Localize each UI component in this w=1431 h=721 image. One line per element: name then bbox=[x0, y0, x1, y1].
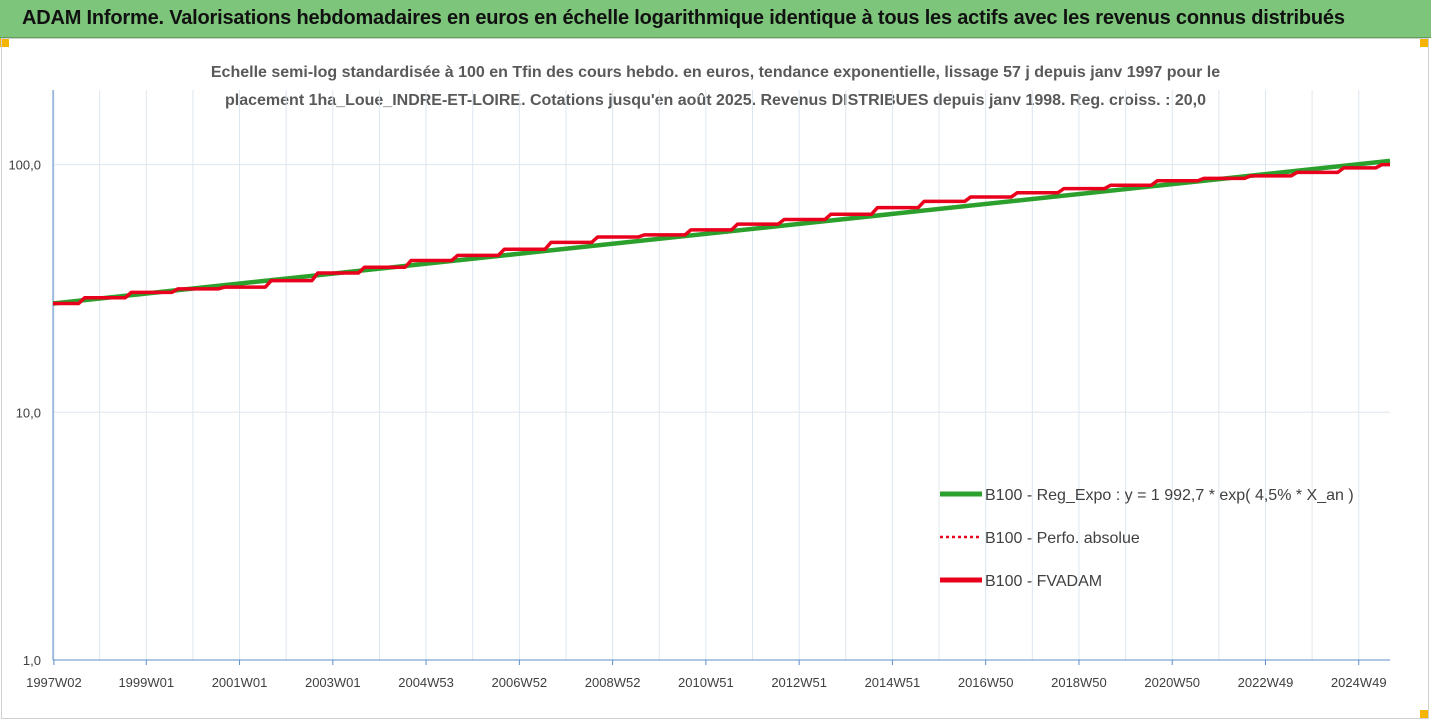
x-tick-label: 2004W53 bbox=[398, 675, 454, 690]
legend-label: B100 - Reg_Expo : y = 1 992,7 * exp( 4,5… bbox=[985, 487, 1354, 504]
x-tick-label: 2010W51 bbox=[678, 675, 734, 690]
x-tick-label: 2018W50 bbox=[1051, 675, 1107, 690]
y-tick-label: 10,0 bbox=[16, 405, 41, 420]
x-tick-label: 2008W52 bbox=[585, 675, 641, 690]
series-line-fvadam bbox=[53, 162, 1390, 306]
resize-handle-bottom-right[interactable] bbox=[1420, 710, 1429, 719]
x-tick-label: 2001W01 bbox=[212, 675, 268, 690]
x-tick-label: 2003W01 bbox=[305, 675, 361, 690]
chart-subtitle: placement 1ha_Loue_INDRE-ET-LOIRE. Cotat… bbox=[225, 92, 1206, 109]
x-tick-label: 1997W02 bbox=[26, 675, 82, 690]
x-tick-label: 2014W51 bbox=[865, 675, 921, 690]
x-tick-label: 2012W51 bbox=[771, 675, 827, 690]
chart-title: Echelle semi-log standardisée à 100 en T… bbox=[210, 64, 1221, 81]
legend-label: B100 - Perfo. absolue bbox=[985, 530, 1140, 547]
legend-label: B100 - FVADAM bbox=[985, 573, 1102, 590]
y-tick-label: 1,0 bbox=[23, 653, 41, 668]
resize-handle-top-left[interactable] bbox=[0, 38, 9, 47]
y-tick-label: 100,0 bbox=[8, 158, 41, 173]
x-tick-label: 1999W01 bbox=[118, 675, 174, 690]
resize-handle-top-right[interactable] bbox=[1420, 38, 1429, 47]
x-tick-label: 2016W50 bbox=[958, 675, 1014, 690]
page-title: ADAM Informe. Valorisations hebdomadaire… bbox=[22, 7, 1345, 29]
x-tick-label: 2006W52 bbox=[492, 675, 548, 690]
header-bar: ADAM Informe. Valorisations hebdomadaire… bbox=[0, 0, 1431, 38]
x-tick-label: 2020W50 bbox=[1144, 675, 1200, 690]
x-tick-label: 2024W49 bbox=[1331, 675, 1387, 690]
x-tick-label: 2022W49 bbox=[1238, 675, 1294, 690]
chart-area[interactable] bbox=[1, 38, 1429, 719]
